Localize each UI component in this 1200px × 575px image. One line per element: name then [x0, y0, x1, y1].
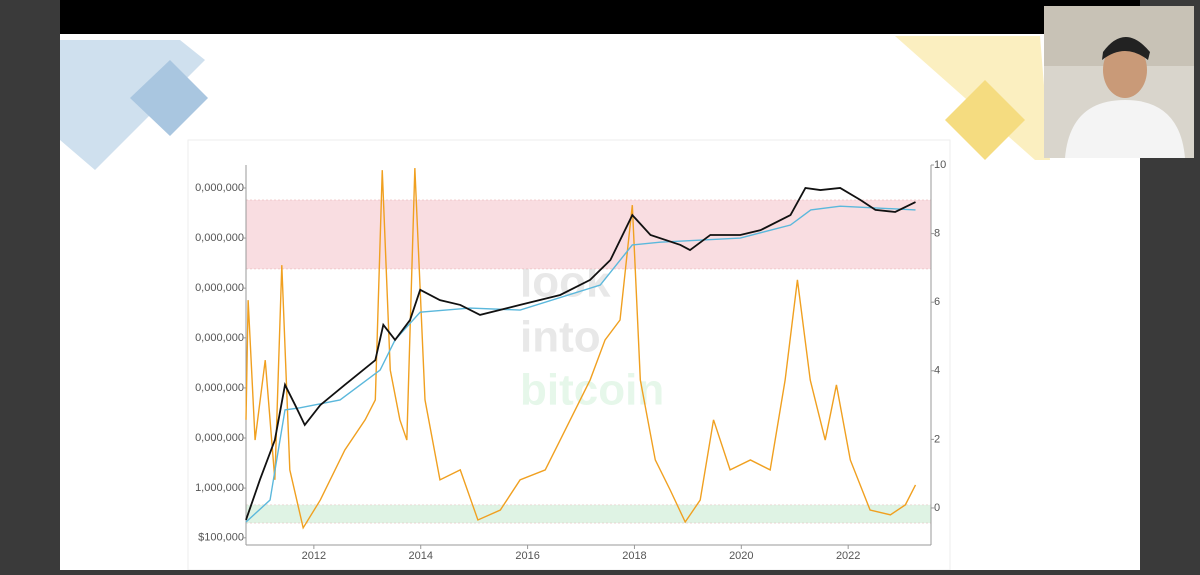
y2-tick-label: 0 [934, 502, 940, 514]
band [246, 199, 931, 269]
series-line [245, 168, 917, 530]
x-tick-label: 2016 [515, 550, 539, 562]
decor [130, 60, 208, 136]
webcam-face [1103, 42, 1147, 98]
y-tick-label: 0,000,000 [195, 432, 244, 444]
series-line [245, 187, 916, 521]
y2-tick-label: 10 [934, 159, 946, 171]
x-tick-label: 2014 [408, 550, 432, 562]
x-tick-label: 2018 [622, 550, 646, 562]
y2-tick-label: 4 [934, 365, 940, 377]
plot: 0,000,000 0,000,000 0,000,000 0,000,000 0,00… [195, 159, 946, 562]
x-tick-label: 2012 [302, 550, 326, 562]
webcam-shirt [1065, 100, 1185, 158]
x-tick-label: 2022 [836, 550, 860, 562]
band [246, 504, 931, 524]
y-tick-label: 0,000,000 [195, 282, 244, 294]
x-tick-label: 2020 [729, 550, 753, 562]
y-tick-label: 0,000,000 [195, 232, 244, 244]
y-tick-label: 1,000,000 [195, 482, 244, 494]
y2-tick-label: 8 [934, 227, 940, 239]
y2-tick-label: 2 [934, 433, 940, 445]
watermark: into [520, 313, 601, 362]
decor [945, 80, 1025, 160]
y-tick-label: 0,000,000 [195, 382, 244, 394]
y-tick-label: $100,000 [198, 532, 244, 544]
y2-tick-label: 6 [934, 296, 940, 308]
top-bar [60, 0, 1140, 34]
y-tick-label: 0,000,000 [195, 332, 244, 344]
webcam-hair [1102, 37, 1150, 60]
y-tick-label: 0,000,000 [195, 182, 244, 194]
